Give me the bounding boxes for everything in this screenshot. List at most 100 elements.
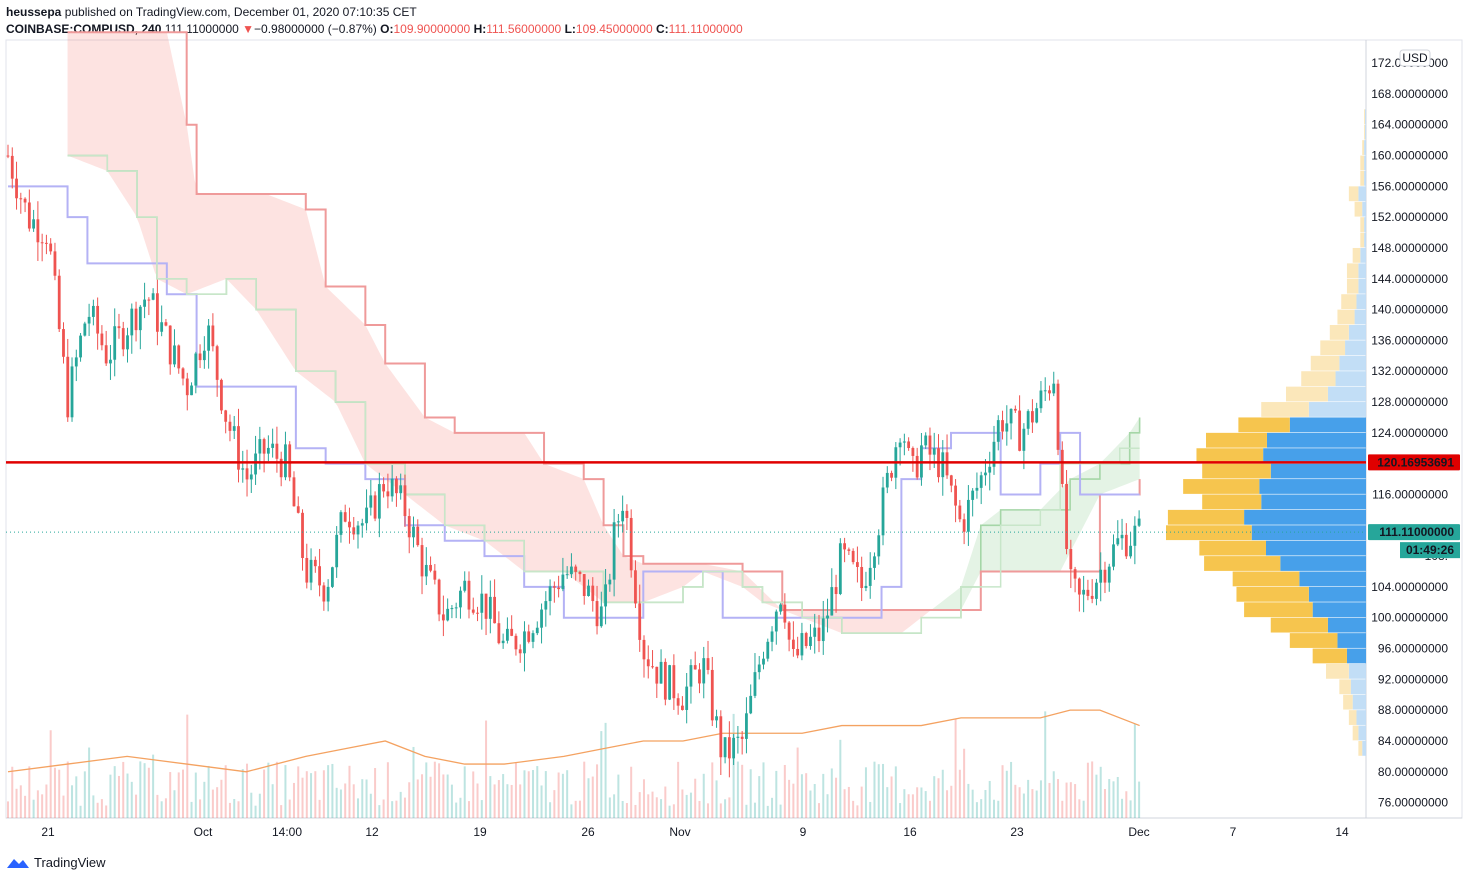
candle-body <box>1013 408 1017 411</box>
candle-body <box>676 698 680 706</box>
volume-bar <box>826 794 829 818</box>
candle-body <box>856 562 859 567</box>
volume-bar <box>1057 779 1060 818</box>
volume-profile-down-row <box>1261 402 1309 417</box>
volume-bar <box>408 782 411 818</box>
volume-bar <box>1035 790 1038 818</box>
candle-body <box>429 564 432 571</box>
volume-profile-down-row <box>1236 586 1309 602</box>
candle-body <box>693 665 697 670</box>
volume-bar <box>489 776 492 818</box>
candle-body <box>847 549 851 551</box>
volume-bar <box>220 779 223 818</box>
volume-bar <box>327 765 330 818</box>
candle-body <box>262 439 266 454</box>
volume-bar <box>544 771 547 818</box>
volume-bar <box>847 786 850 818</box>
volume-profile-up-row <box>1358 725 1366 741</box>
volume-bar <box>1125 791 1128 818</box>
candle-body <box>911 448 915 456</box>
volume-bar <box>361 779 364 818</box>
candle-body <box>450 608 454 610</box>
candle-body <box>386 491 390 497</box>
footer-brand[interactable]: TradingView <box>6 855 106 870</box>
time-axis[interactable]: 21 Oct 14:00 12 19 26 Nov 9 16 23 Dec 7 14 <box>41 825 1349 839</box>
volume-bar <box>216 787 219 818</box>
date-tick-5: 26 <box>581 825 595 839</box>
volume-bar <box>916 787 919 818</box>
candle-body <box>966 499 970 532</box>
volume-bar <box>339 789 342 818</box>
volume-profile-down-row <box>1364 109 1366 125</box>
volume-profile-down-row <box>1346 278 1359 294</box>
volume-bar <box>843 789 846 818</box>
volume-profile-up-row <box>1327 617 1366 633</box>
volume-bar <box>510 784 513 818</box>
tradingview-logo-icon <box>7 858 29 868</box>
volume-bar <box>284 765 287 818</box>
candle-body <box>1120 534 1124 539</box>
candle-body <box>79 335 82 358</box>
candle-body <box>719 716 723 758</box>
volume-profile-down-row <box>1346 263 1359 279</box>
volume-bar <box>480 800 483 818</box>
candle-body <box>1052 383 1056 394</box>
volume-bar <box>920 787 923 818</box>
volume-bar <box>608 797 611 818</box>
candle-body <box>962 519 966 532</box>
candle-body <box>954 485 957 506</box>
volume-bar <box>199 799 202 818</box>
change-value: −0.98000000 (−0.87%) <box>254 22 377 36</box>
volume-bar <box>954 719 957 818</box>
volume-bar <box>1001 765 1004 818</box>
candle-body <box>40 242 44 244</box>
volume-bar <box>322 770 325 818</box>
candle-body <box>134 308 138 331</box>
candle-body <box>809 636 812 647</box>
volume-bar <box>625 803 628 818</box>
volume-bar <box>53 767 56 818</box>
candle-body <box>57 275 61 330</box>
volume-moving-average <box>7 709 1140 773</box>
candle-body <box>736 736 740 738</box>
price-axis[interactable]: 172.00000000168.00000000164.00000000160.… <box>1371 49 1448 810</box>
date-tick-6: Nov <box>669 825 690 839</box>
volume-bar <box>237 801 240 818</box>
candle-body <box>258 439 262 454</box>
volume-bar <box>190 801 193 818</box>
volume-profile-up-row <box>1337 633 1366 648</box>
candle-body <box>181 368 185 379</box>
volume-bar <box>664 786 667 818</box>
volume-bar <box>117 775 120 818</box>
volume-bar <box>971 789 974 818</box>
volume-profile-down-row <box>1202 494 1262 510</box>
volume-bar <box>809 790 812 818</box>
candle-body <box>535 627 539 634</box>
volume-bar <box>24 795 27 818</box>
volume-bar <box>553 790 556 818</box>
volume-profile-down-row <box>1337 309 1355 325</box>
volume-bar <box>941 769 944 818</box>
candle-body <box>979 475 983 488</box>
candle-body <box>207 325 211 351</box>
price-tick-19: 88.00000000 <box>1378 703 1448 717</box>
volume-bar <box>587 778 590 818</box>
volume-bar <box>365 779 368 818</box>
price-tick-17: 96.00000000 <box>1378 642 1448 656</box>
low-label: L: <box>564 22 576 36</box>
candle-body <box>1137 518 1141 526</box>
publisher-name[interactable]: heussepa <box>6 5 62 19</box>
volume-bar <box>702 773 705 818</box>
volume-bar <box>241 769 244 818</box>
volume-bar <box>583 761 586 818</box>
candle-body <box>604 584 607 607</box>
volume-bar <box>574 800 577 818</box>
horizontal-line[interactable] <box>6 461 1366 533</box>
candle-body <box>173 345 176 365</box>
volume-bar <box>1108 779 1111 818</box>
candle-body <box>493 596 496 624</box>
volume-bar <box>1031 789 1034 818</box>
candle-body <box>800 633 804 656</box>
volume-bar <box>1018 787 1021 818</box>
